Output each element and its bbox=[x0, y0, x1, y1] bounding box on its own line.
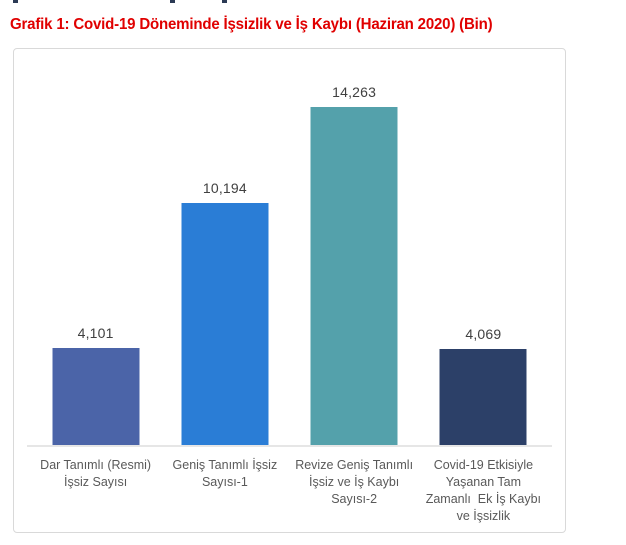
bar bbox=[310, 107, 398, 445]
category-label: Revize Geniş Tanımlı İşsiz ve İş Kaybı S… bbox=[295, 458, 414, 506]
category-label: Covid-19 Etkisiyle Yaşanan Tam Zamanlı E… bbox=[425, 458, 542, 523]
chart-area: 4,101 10,194 14,263 4,069 Dar Tanımlı (Resm… bbox=[13, 48, 566, 533]
chart-column: 4,069 bbox=[419, 49, 548, 445]
bar-value-label: 4,101 bbox=[77, 325, 114, 341]
chart-title: Grafik 1: Covid-19 Döneminde İşsizlik ve… bbox=[10, 16, 493, 33]
bar bbox=[52, 348, 140, 445]
cropped-text-fragment bbox=[13, 0, 18, 3]
bar-value-label: 4,069 bbox=[465, 326, 502, 342]
plot-area: 4,101 10,194 14,263 4,069 Dar Tanımlı (Resm… bbox=[14, 49, 565, 532]
category-label: Dar Tanımlı (Resmi) İşsiz Sayısı bbox=[40, 458, 152, 489]
x-axis-line bbox=[27, 445, 552, 447]
category-axis-labels: Dar Tanımlı (Resmi) İşsiz Sayısı Geniş Ta… bbox=[31, 457, 548, 525]
bar-value-label: 10,194 bbox=[202, 180, 247, 196]
bar-value-label: 14,263 bbox=[332, 84, 377, 100]
bars-container: 4,101 10,194 14,263 4,069 bbox=[31, 49, 548, 445]
category-label: Geniş Tanımlı İşsiz Sayısı-1 bbox=[172, 458, 278, 489]
chart-column: 10,194 bbox=[160, 49, 289, 445]
chart-column: 14,263 bbox=[290, 49, 419, 445]
cropped-text-fragment bbox=[222, 0, 227, 3]
bar bbox=[439, 349, 527, 445]
bar bbox=[181, 203, 269, 445]
cropped-text-fragment bbox=[170, 0, 175, 3]
chart-column: 4,101 bbox=[31, 49, 160, 445]
